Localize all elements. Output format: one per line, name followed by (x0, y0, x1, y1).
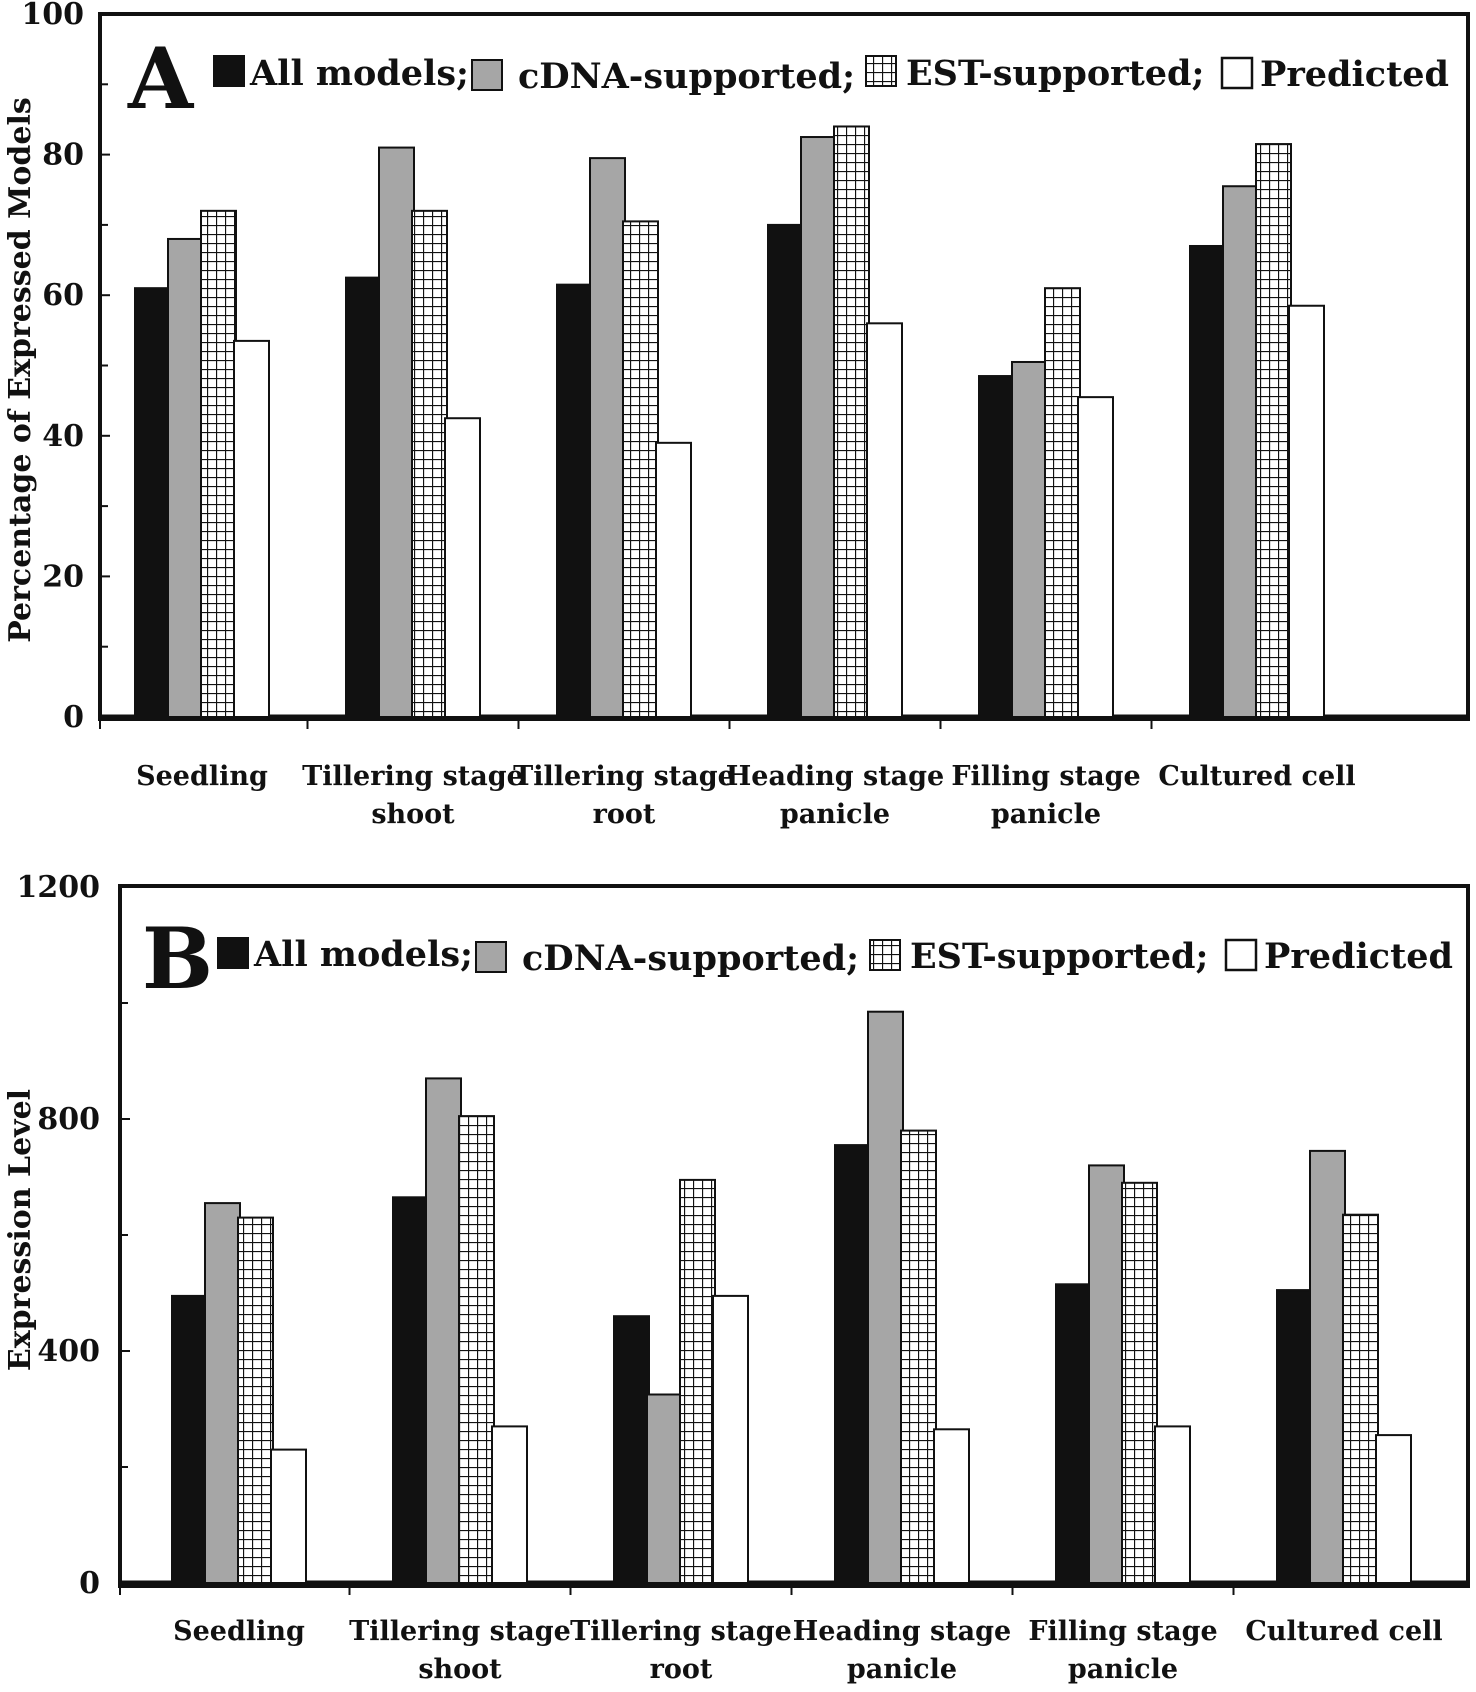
panel-b-category-label: Tillering stage root (570, 1616, 792, 1685)
legend-swatch-all-models (217, 937, 249, 969)
panel-a-bar-all-models (134, 287, 171, 718)
panel-a-legend: All models; cDNA-supported; EST-supporte… (213, 53, 1449, 97)
panel-a-bar-cdna-supported (167, 237, 204, 719)
panel-b-bar-predicted (491, 1425, 528, 1585)
panel-b-y-axis-title: Expression Level (3, 1089, 38, 1371)
panel-a-bar-cdna-supported (800, 136, 837, 718)
legend-swatch-cdna-supported (475, 941, 507, 973)
panel-a-category-label: Filling stage panicle (951, 761, 1140, 830)
legend-label-est-supported: EST-supported; (906, 53, 1204, 94)
panel-b-bar-cdna-supported (425, 1077, 462, 1585)
panel-a-bar-cdna-supported (589, 157, 626, 719)
panel-b-category-label: Cultured cell (1245, 1616, 1442, 1647)
legend-label-all-models: All models; (249, 53, 469, 94)
legend-swatch-predicted (1224, 938, 1258, 972)
panel-b-bar-predicted (933, 1428, 970, 1585)
panel-a-bar-predicted (444, 417, 481, 718)
panel-b-frame (118, 884, 1470, 1588)
panel-a-category-label: Heading stage panicle (726, 761, 944, 830)
panel-a-bar-cdna-supported (1222, 185, 1259, 719)
panel-b-y-tick-label: 800 (37, 1102, 100, 1137)
panel-a-bar-cdna-supported (378, 146, 415, 718)
panel-b-category-label: Seedling (173, 1616, 305, 1647)
panel-b-category-label: Heading stage panicle (793, 1616, 1011, 1685)
panel-b-bar-predicted (1375, 1434, 1412, 1584)
panel-b-bar-all-models (613, 1315, 650, 1584)
panel-a-bar-all-models (978, 375, 1015, 718)
panel-b-chart: B Expression Level All models; cDNA-supp… (3, 870, 1470, 1685)
panel-b-bar-all-models (171, 1294, 208, 1585)
panel-b-bar-cdna-supported (204, 1202, 241, 1584)
panel-a-category-label: Seedling (136, 761, 268, 792)
panel-a-bar-est-supported (622, 220, 659, 718)
panel-a-y-axis-title: Percentage of Expressed Models (3, 97, 38, 642)
legend-label-est-supported: EST-supported; (910, 936, 1208, 977)
panel-b-y-tick-label: 1200 (17, 870, 101, 905)
panel-b-bar-all-models (1276, 1289, 1313, 1584)
panel-a-bar-all-models (345, 276, 382, 718)
panel-a-y-tick-label: 0 (63, 700, 84, 735)
panel-b-bar-est-supported (679, 1178, 716, 1585)
panel-a-bar-est-supported (200, 209, 237, 718)
panel-a-y-tick-label: 60 (42, 278, 84, 313)
panel-a-bar-est-supported (1044, 287, 1081, 718)
panel-b-bar-est-supported (1342, 1213, 1379, 1584)
legend-label-all-models: All models; (253, 934, 473, 975)
legend-swatch-est-supported (869, 939, 901, 971)
panel-b-bar-est-supported (237, 1216, 274, 1584)
panel-a-bar-predicted (233, 339, 270, 718)
legend-swatch-cdna-supported (471, 59, 503, 91)
legend-label-cdna-supported: cDNA-supported; (522, 938, 859, 979)
panel-b-bar-cdna-supported (646, 1393, 683, 1584)
panel-a-bar-all-models (767, 223, 804, 718)
panel-b-bar-all-models (1055, 1283, 1092, 1585)
panel-a-bar-predicted (1077, 396, 1114, 718)
panel-b-legend: All models; cDNA-supported; EST-supporte… (217, 934, 1453, 979)
panel-a-bar-predicted (655, 441, 692, 718)
panel-a-bar-est-supported (1255, 143, 1292, 718)
panel-b-bar-predicted (270, 1448, 307, 1584)
panel-b-bar-cdna-supported (867, 1010, 904, 1584)
panel-a-y-tick-label: 40 (42, 419, 84, 454)
legend-label-cdna-supported: cDNA-supported; (518, 56, 855, 97)
legend-swatch-all-models (213, 55, 245, 87)
panel-a-bar-cdna-supported (1011, 360, 1048, 718)
panel-b-category-label: Tillering stage shoot (349, 1616, 571, 1685)
panel-a-bar-predicted (866, 322, 903, 718)
panel-b-bar-est-supported (1121, 1181, 1158, 1585)
panel-b-label: B (142, 909, 213, 1008)
legend-label-predicted: Predicted (1264, 936, 1453, 977)
panel-a-chart: A Percentage of Expressed Models All mod… (3, 0, 1470, 830)
panel-a-bar-est-supported (833, 125, 870, 719)
legend-label-predicted: Predicted (1260, 54, 1449, 95)
panel-b-y-tick-label: 400 (37, 1334, 100, 1369)
panel-a-y-tick-label: 20 (42, 559, 84, 594)
panel-a-category-label: Tillering stage shoot (302, 761, 524, 830)
panel-b-bar-all-models (834, 1144, 871, 1584)
panel-b-bar-cdna-supported (1309, 1149, 1346, 1585)
panel-a-y-tick-label: 80 (42, 138, 84, 173)
panel-a-bar-predicted (1288, 304, 1325, 718)
panel-b-bar-est-supported (900, 1129, 937, 1584)
panel-a-bar-est-supported (411, 209, 448, 718)
legend-swatch-predicted (1220, 56, 1254, 90)
panel-b-bar-predicted (712, 1294, 749, 1585)
panel-b-bar-all-models (392, 1196, 429, 1585)
panel-a-bar-all-models (556, 283, 593, 718)
panel-b-bar-est-supported (458, 1115, 495, 1584)
panel-a-label: A (127, 29, 195, 128)
legend-swatch-est-supported (865, 55, 897, 87)
panel-a-y-tick-label: 100 (21, 0, 84, 32)
panel-b-category-label: Filling stage panicle (1028, 1616, 1217, 1685)
panel-b-bar-cdna-supported (1088, 1164, 1125, 1585)
panel-a-category-label: Cultured cell (1158, 761, 1355, 792)
panel-b-bar-predicted (1154, 1425, 1191, 1585)
panel-a-bar-all-models (1189, 244, 1226, 719)
panel-b-y-tick-label: 0 (79, 1566, 100, 1601)
panel-a-category-label: Tillering stage root (513, 761, 735, 830)
